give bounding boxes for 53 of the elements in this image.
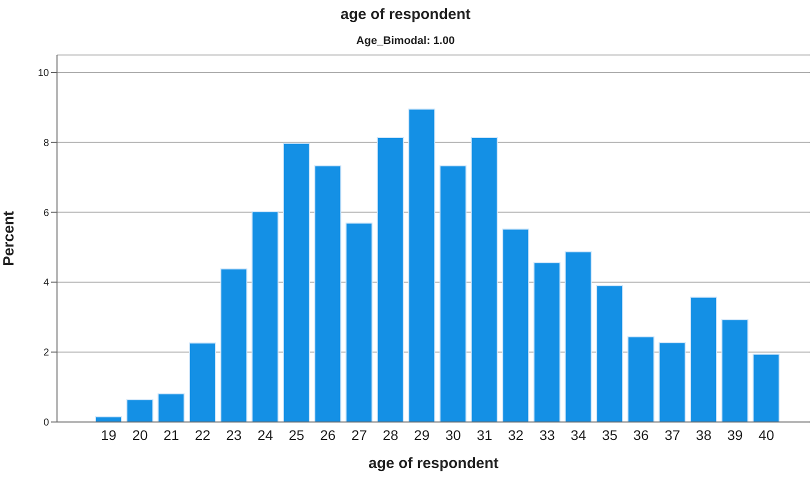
x-tick-label: 20 xyxy=(132,426,148,443)
x-tick-label: 21 xyxy=(164,426,180,443)
bar xyxy=(533,262,560,422)
x-tick-label: 39 xyxy=(727,426,744,443)
bar xyxy=(376,136,404,422)
y-tick-label: 10 xyxy=(38,68,50,80)
bar xyxy=(252,211,279,422)
x-tick-label: 37 xyxy=(664,426,680,443)
bar xyxy=(564,251,592,422)
bar xyxy=(658,342,686,422)
bar xyxy=(282,142,310,422)
bar xyxy=(220,268,248,422)
x-tick-label: 36 xyxy=(633,426,650,443)
x-tick-label: 23 xyxy=(226,426,242,443)
y-tick-label: 4 xyxy=(43,278,50,289)
x-tick-label: 24 xyxy=(257,426,274,443)
x-tick-label: 19 xyxy=(100,426,117,443)
x-tick-label: 30 xyxy=(445,426,462,443)
x-tick-label: 38 xyxy=(696,426,712,443)
chart-subtitle: Age_Bimodal: 1.00 xyxy=(355,35,456,47)
bar xyxy=(752,354,780,422)
y-tick-label: 0 xyxy=(43,418,50,429)
x-tick-label: 33 xyxy=(539,426,556,443)
x-tick-label: 31 xyxy=(476,426,492,443)
bar xyxy=(408,108,436,422)
bar xyxy=(502,228,530,422)
bar xyxy=(470,136,498,422)
chart-title: age of respondent xyxy=(339,6,472,23)
bar xyxy=(440,165,467,422)
x-tick-label: 29 xyxy=(414,426,430,443)
x-tick-label: 34 xyxy=(570,426,586,443)
x-tick-label: 22 xyxy=(194,426,211,443)
x-tick-label: 26 xyxy=(320,426,336,443)
x-axis-title: age of respondent xyxy=(368,455,499,472)
x-tick-label: 40 xyxy=(758,426,774,443)
y-tick-label: 8 xyxy=(43,138,50,149)
bar xyxy=(126,399,154,422)
y-tick-label: 2 xyxy=(43,348,50,359)
x-tick-label: 35 xyxy=(602,426,618,443)
y-axis-title: Percent xyxy=(0,210,18,266)
bar xyxy=(596,285,624,422)
bar xyxy=(690,296,718,422)
x-tick-label: 32 xyxy=(508,426,524,443)
bar xyxy=(346,222,373,422)
bar xyxy=(721,319,748,422)
bar xyxy=(158,393,185,422)
y-tick-label: 6 xyxy=(43,208,50,219)
bar xyxy=(627,336,654,422)
x-tick-label: 25 xyxy=(288,426,305,443)
bar xyxy=(188,342,216,422)
x-tick-label: 28 xyxy=(382,426,399,443)
x-tick-label: 27 xyxy=(351,426,368,443)
bar xyxy=(314,165,342,422)
